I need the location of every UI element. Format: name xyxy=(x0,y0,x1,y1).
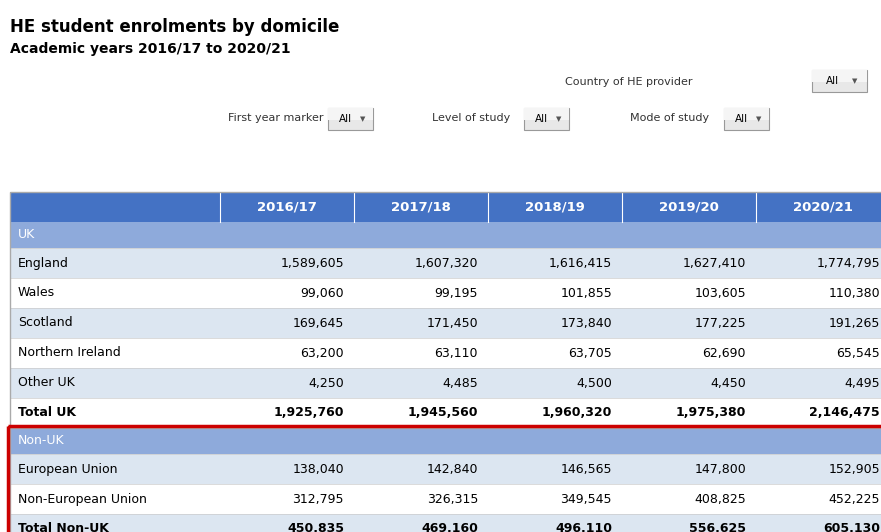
Text: 99,060: 99,060 xyxy=(300,287,344,300)
Text: 169,645: 169,645 xyxy=(292,317,344,329)
Text: 1,975,380: 1,975,380 xyxy=(676,406,746,420)
Text: 2019/20: 2019/20 xyxy=(659,201,719,213)
Text: 110,380: 110,380 xyxy=(828,287,880,300)
Text: 191,265: 191,265 xyxy=(829,317,880,329)
Text: 4,495: 4,495 xyxy=(844,377,880,389)
Bar xyxy=(10,514,881,532)
Text: 173,840: 173,840 xyxy=(560,317,612,329)
Text: 63,200: 63,200 xyxy=(300,346,344,360)
Text: 103,605: 103,605 xyxy=(694,287,746,300)
Bar xyxy=(10,368,881,398)
Text: 63,705: 63,705 xyxy=(568,346,612,360)
Bar xyxy=(10,308,881,338)
Bar xyxy=(812,70,867,92)
Text: 408,825: 408,825 xyxy=(694,493,746,505)
Bar xyxy=(10,192,881,532)
Text: Mode of study: Mode of study xyxy=(630,113,709,123)
Text: ▼: ▼ xyxy=(360,116,366,122)
Bar xyxy=(10,484,881,514)
Text: 63,110: 63,110 xyxy=(434,346,478,360)
Text: 349,545: 349,545 xyxy=(560,493,612,505)
Text: 1,616,415: 1,616,415 xyxy=(549,256,612,270)
Text: 605,130: 605,130 xyxy=(823,522,880,532)
Text: 177,225: 177,225 xyxy=(694,317,746,329)
Bar xyxy=(10,248,881,278)
Text: 1,925,760: 1,925,760 xyxy=(273,406,344,420)
Text: 147,800: 147,800 xyxy=(694,462,746,476)
Bar xyxy=(724,108,769,120)
Bar xyxy=(10,192,881,222)
Text: All: All xyxy=(338,114,352,124)
Text: 152,905: 152,905 xyxy=(828,462,880,476)
Text: 146,565: 146,565 xyxy=(560,462,612,476)
Text: 450,835: 450,835 xyxy=(287,522,344,532)
Text: Non-UK: Non-UK xyxy=(18,435,64,447)
Text: 326,315: 326,315 xyxy=(426,493,478,505)
Text: Northern Ireland: Northern Ireland xyxy=(18,346,121,360)
Text: Wales: Wales xyxy=(18,287,56,300)
Text: 496,110: 496,110 xyxy=(555,522,612,532)
Text: All: All xyxy=(826,76,840,86)
Text: 1,945,560: 1,945,560 xyxy=(408,406,478,420)
Text: UK: UK xyxy=(18,229,35,242)
Text: Scotland: Scotland xyxy=(18,317,72,329)
Bar xyxy=(10,222,881,248)
Text: 101,855: 101,855 xyxy=(560,287,612,300)
Text: 1,627,410: 1,627,410 xyxy=(683,256,746,270)
Bar xyxy=(10,428,881,454)
Text: 65,545: 65,545 xyxy=(836,346,880,360)
Bar xyxy=(724,108,769,130)
Bar xyxy=(10,454,881,484)
Text: 2020/21: 2020/21 xyxy=(793,201,853,213)
Bar xyxy=(10,338,881,368)
Text: 4,500: 4,500 xyxy=(576,377,612,389)
Text: 312,795: 312,795 xyxy=(292,493,344,505)
Text: 99,195: 99,195 xyxy=(434,287,478,300)
Text: 452,225: 452,225 xyxy=(828,493,880,505)
Text: 4,450: 4,450 xyxy=(710,377,746,389)
Text: Level of study: Level of study xyxy=(432,113,510,123)
Bar xyxy=(812,70,867,82)
Text: 4,485: 4,485 xyxy=(442,377,478,389)
Text: 4,250: 4,250 xyxy=(308,377,344,389)
Text: 556,625: 556,625 xyxy=(689,522,746,532)
Bar xyxy=(10,278,881,308)
Text: Other UK: Other UK xyxy=(18,377,75,389)
Text: Total UK: Total UK xyxy=(18,406,76,420)
Text: ▼: ▼ xyxy=(557,116,562,122)
Text: Total Non-UK: Total Non-UK xyxy=(18,522,109,532)
Bar xyxy=(328,108,373,120)
Text: HE student enrolments by domicile: HE student enrolments by domicile xyxy=(10,18,339,36)
Text: 62,690: 62,690 xyxy=(702,346,746,360)
Text: First year marker: First year marker xyxy=(228,113,323,123)
Text: ▼: ▼ xyxy=(852,78,857,84)
Bar xyxy=(8,426,881,532)
Text: Non-European Union: Non-European Union xyxy=(18,493,147,505)
Text: 1,589,605: 1,589,605 xyxy=(280,256,344,270)
Text: 142,840: 142,840 xyxy=(426,462,478,476)
Text: 1,774,795: 1,774,795 xyxy=(817,256,880,270)
Text: 138,040: 138,040 xyxy=(292,462,344,476)
Text: 2016/17: 2016/17 xyxy=(257,201,317,213)
Text: 2,146,475: 2,146,475 xyxy=(810,406,880,420)
Bar xyxy=(328,108,373,130)
Bar xyxy=(10,398,881,428)
Bar xyxy=(524,108,569,120)
Text: 171,450: 171,450 xyxy=(426,317,478,329)
Text: Academic years 2016/17 to 2020/21: Academic years 2016/17 to 2020/21 xyxy=(10,42,291,56)
Text: 1,607,320: 1,607,320 xyxy=(414,256,478,270)
Text: England: England xyxy=(18,256,69,270)
Text: All: All xyxy=(735,114,748,124)
Bar xyxy=(524,108,569,130)
Text: ▼: ▼ xyxy=(757,116,762,122)
Text: 469,160: 469,160 xyxy=(421,522,478,532)
Text: 2018/19: 2018/19 xyxy=(525,201,585,213)
Text: 2017/18: 2017/18 xyxy=(391,201,451,213)
Text: 1,960,320: 1,960,320 xyxy=(542,406,612,420)
Text: Country of HE provider: Country of HE provider xyxy=(565,77,692,87)
Text: European Union: European Union xyxy=(18,462,117,476)
Text: All: All xyxy=(535,114,548,124)
